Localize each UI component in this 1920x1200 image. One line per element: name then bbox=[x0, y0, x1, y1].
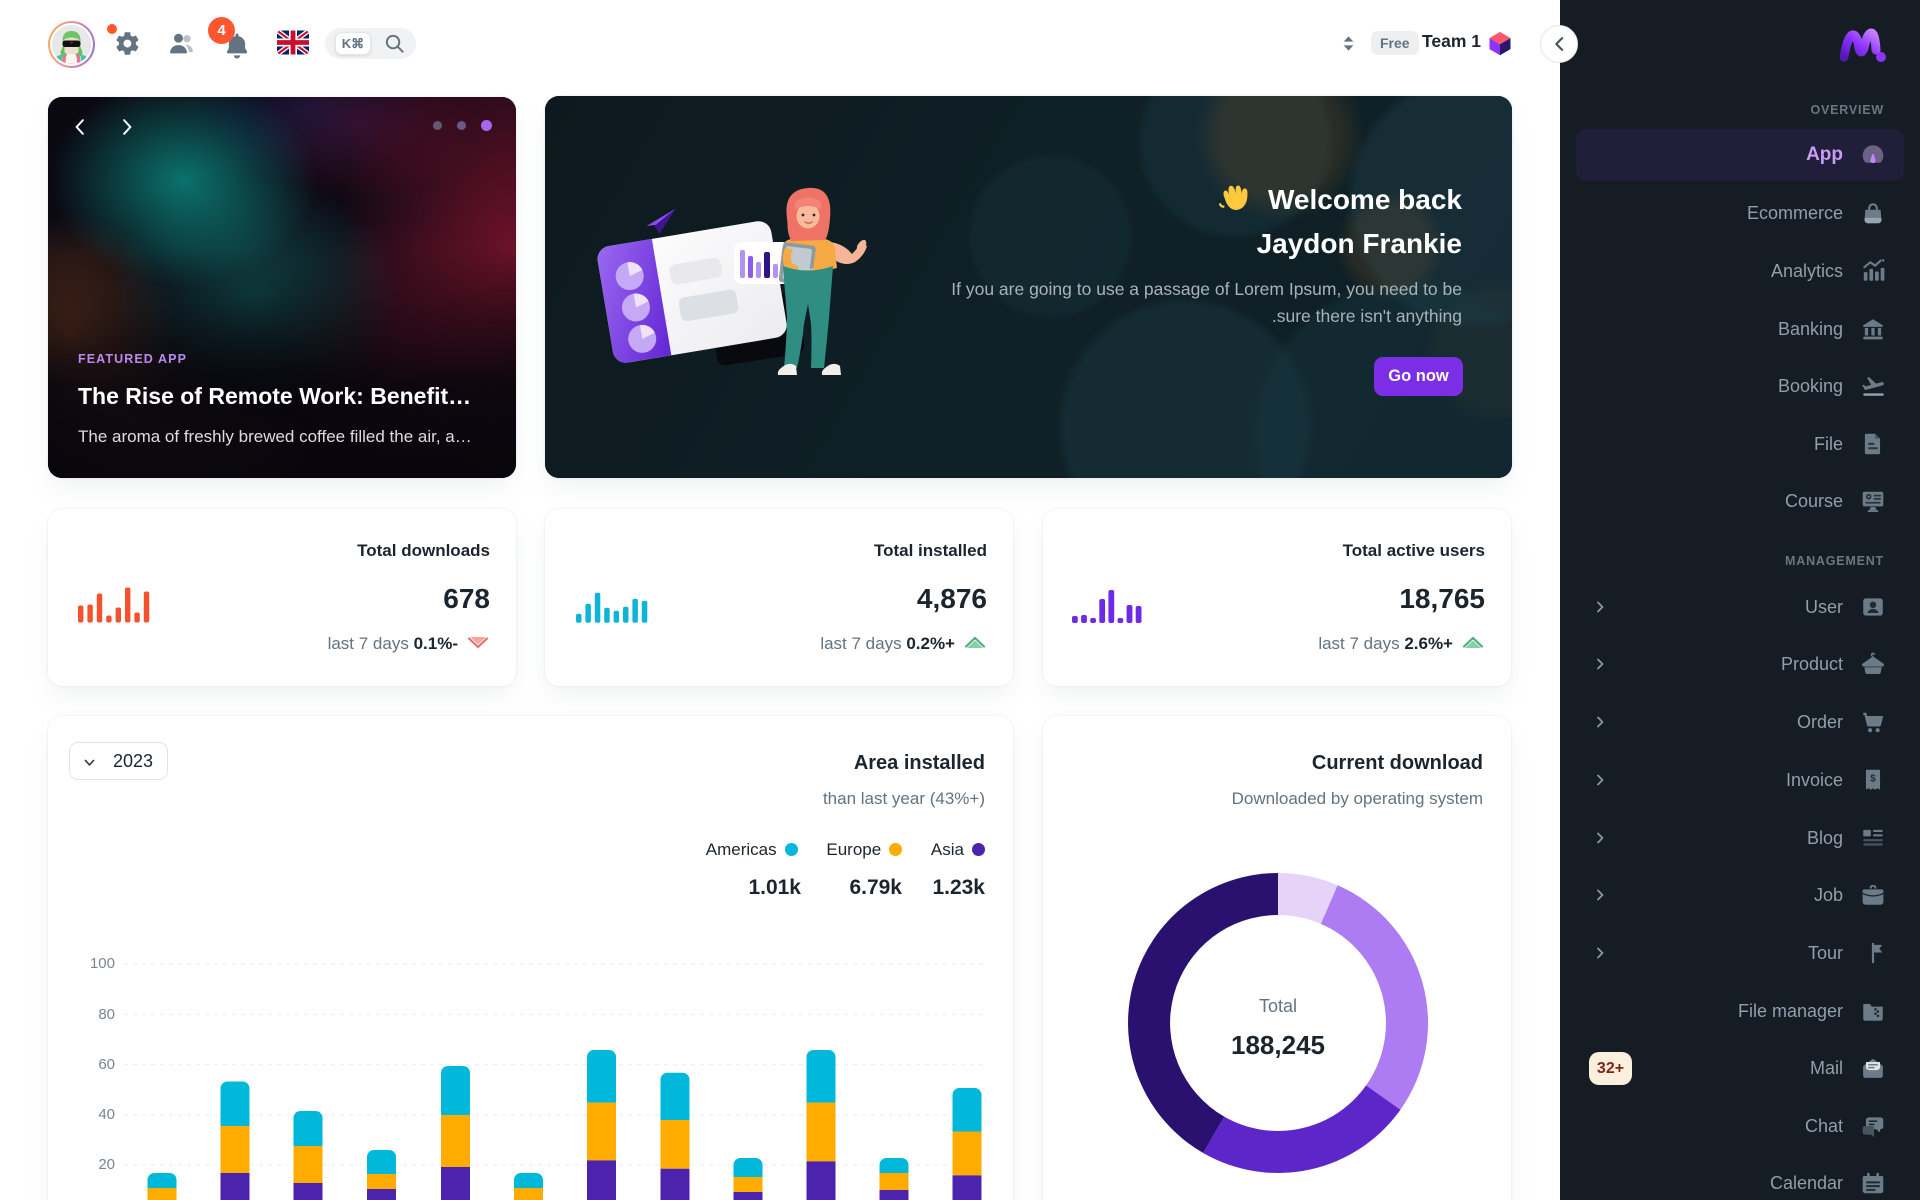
svg-text:$: $ bbox=[1870, 774, 1876, 785]
